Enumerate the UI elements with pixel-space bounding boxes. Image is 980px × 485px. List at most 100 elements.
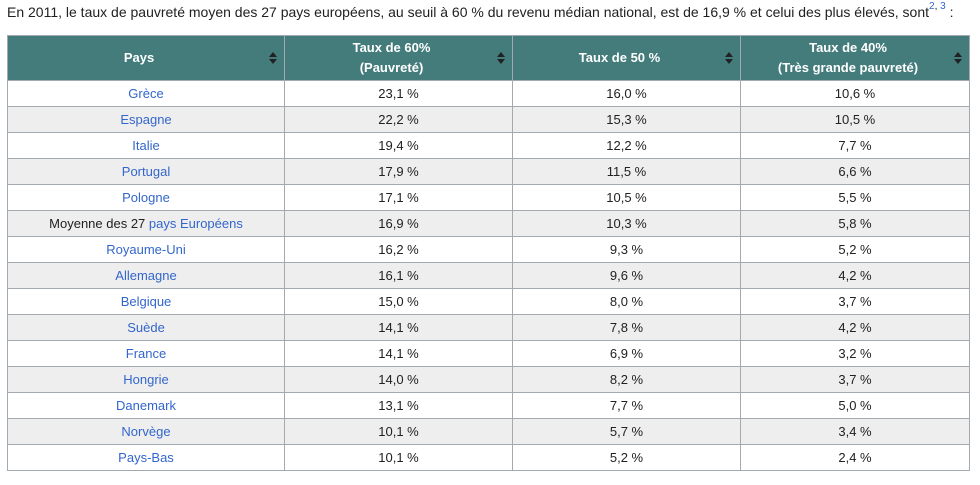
rate-50-cell: 9,3 % <box>512 236 741 263</box>
rate-40-cell: 5,0 % <box>740 392 970 419</box>
rate-40-cell: 7,7 % <box>740 132 970 159</box>
rate-50-cell: 11,5 % <box>512 158 741 185</box>
table-header-row: Pays Taux de 60% (Pauvreté) Taux de 50 %… <box>7 35 970 81</box>
column-header-pays[interactable]: Pays <box>7 35 285 81</box>
country-link[interactable]: Pologne <box>122 190 170 205</box>
table-row: Moyenne des 27 pays Européens 16,9 % 10,… <box>7 210 970 237</box>
rate-40-cell: 5,2 % <box>740 236 970 263</box>
country-link[interactable]: pays Européens <box>148 216 243 231</box>
country-cell: Hongrie <box>7 366 285 393</box>
table-row: Pays-Bas 10,1 % 5,2 % 2,4 % <box>7 444 970 471</box>
sort-arrows-icon[interactable] <box>497 52 505 64</box>
sort-arrows-icon[interactable] <box>269 52 277 64</box>
rate-40-cell: 4,2 % <box>740 314 970 341</box>
table-row: France 14,1 % 6,9 % 3,2 % <box>7 340 970 367</box>
rate-50-cell: 5,7 % <box>512 418 741 445</box>
country-link[interactable]: France <box>125 346 167 361</box>
country-link[interactable]: Royaume-Uni <box>106 242 186 257</box>
rate-50-cell: 8,0 % <box>512 288 741 315</box>
poverty-rate-table: Pays Taux de 60% (Pauvreté) Taux de 50 %… <box>7 35 970 471</box>
rate-50-cell: 8,2 % <box>512 366 741 393</box>
column-header-taux-40[interactable]: Taux de 40% (Très grande pauvreté) <box>740 35 970 81</box>
rate-50-cell: 10,5 % <box>512 184 741 211</box>
reference-link-3[interactable]: 3 <box>940 1 946 13</box>
country-cell: Espagne <box>7 106 285 133</box>
country-link[interactable]: Hongrie <box>123 372 169 387</box>
rate-60-cell: 15,0 % <box>284 288 513 315</box>
rate-40-cell: 6,6 % <box>740 158 970 185</box>
rate-40-cell: 3,7 % <box>740 366 970 393</box>
country-cell: Royaume-Uni <box>7 236 285 263</box>
country-cell: Suède <box>7 314 285 341</box>
rate-50-cell: 9,6 % <box>512 262 741 289</box>
rate-60-cell: 22,2 % <box>284 106 513 133</box>
country-cell: Norvège <box>7 418 285 445</box>
country-cell: Danemark <box>7 392 285 419</box>
intro-paragraph: En 2011, le taux de pauvreté moyen des 2… <box>7 1 953 21</box>
column-header-sublabel: (Très grande pauvreté) <box>777 60 919 75</box>
column-header-label: Taux de 40% <box>809 40 887 55</box>
rate-50-cell: 15,3 % <box>512 106 741 133</box>
rate-60-cell: 23,1 % <box>284 80 513 107</box>
table-row: Belgique 15,0 % 8,0 % 3,7 % <box>7 288 970 315</box>
intro-text: En 2011, le taux de pauvreté moyen des 2… <box>7 4 930 20</box>
country-cell: France <box>7 340 285 367</box>
rate-40-cell: 3,7 % <box>740 288 970 315</box>
rate-60-cell: 16,9 % <box>284 210 513 237</box>
column-header-taux-50[interactable]: Taux de 50 % <box>512 35 741 81</box>
table-row: Italie 19,4 % 12,2 % 7,7 % <box>7 132 970 159</box>
country-text: Moyenne des 27 <box>49 216 149 231</box>
table-row: Norvège 10,1 % 5,7 % 3,4 % <box>7 418 970 445</box>
country-cell: Pays-Bas <box>7 444 285 471</box>
rate-60-cell: 10,1 % <box>284 418 513 445</box>
country-link[interactable]: Suède <box>127 320 165 335</box>
reference-superscript: 2, 3 <box>929 1 946 12</box>
column-header-sublabel: (Pauvreté) <box>359 60 424 75</box>
rate-50-cell: 12,2 % <box>512 132 741 159</box>
country-cell: Portugal <box>7 158 285 185</box>
rate-40-cell: 3,4 % <box>740 418 970 445</box>
country-link[interactable]: Espagne <box>120 112 172 127</box>
column-header-label: Taux de 60% <box>352 40 431 55</box>
country-link[interactable]: Belgique <box>120 294 172 309</box>
sort-arrows-icon[interactable] <box>725 52 733 64</box>
rate-60-cell: 10,1 % <box>284 444 513 471</box>
country-cell: Moyenne des 27 pays Européens <box>7 210 285 237</box>
column-header-label: Pays <box>123 50 155 65</box>
country-cell: Grèce <box>7 80 285 107</box>
rate-40-cell: 5,5 % <box>740 184 970 211</box>
rate-60-cell: 19,4 % <box>284 132 513 159</box>
rate-50-cell: 16,0 % <box>512 80 741 107</box>
country-cell: Italie <box>7 132 285 159</box>
country-link[interactable]: Portugal <box>121 164 171 179</box>
rate-60-cell: 14,1 % <box>284 314 513 341</box>
table-row: Grèce 23,1 % 16,0 % 10,6 % <box>7 80 970 107</box>
rate-40-cell: 3,2 % <box>740 340 970 367</box>
column-header-label: Taux de 50 % <box>578 50 661 65</box>
rate-60-cell: 14,0 % <box>284 366 513 393</box>
table-row: Pologne 17,1 % 10,5 % 5,5 % <box>7 184 970 211</box>
country-cell: Allemagne <box>7 262 285 289</box>
country-link[interactable]: Italie <box>132 138 160 153</box>
country-link[interactable]: Norvège <box>121 424 171 439</box>
country-cell: Belgique <box>7 288 285 315</box>
column-header-taux-60[interactable]: Taux de 60% (Pauvreté) <box>284 35 513 81</box>
country-link[interactable]: Allemagne <box>115 268 177 283</box>
rate-50-cell: 5,2 % <box>512 444 741 471</box>
rate-60-cell: 13,1 % <box>284 392 513 419</box>
table-row: Royaume-Uni 16,2 % 9,3 % 5,2 % <box>7 236 970 263</box>
reference-link-2[interactable]: 2 <box>929 1 935 13</box>
country-link[interactable]: Danemark <box>116 398 176 413</box>
rate-50-cell: 7,7 % <box>512 392 741 419</box>
rate-60-cell: 14,1 % <box>284 340 513 367</box>
table-row: Suède 14,1 % 7,8 % 4,2 % <box>7 314 970 341</box>
country-link[interactable]: Pays-Bas <box>118 450 174 465</box>
table-row: Allemagne 16,1 % 9,6 % 4,2 % <box>7 262 970 289</box>
rate-50-cell: 7,8 % <box>512 314 741 341</box>
rate-50-cell: 10,3 % <box>512 210 741 237</box>
sort-arrows-icon[interactable] <box>954 52 962 64</box>
country-cell: Pologne <box>7 184 285 211</box>
rate-60-cell: 16,1 % <box>284 262 513 289</box>
rate-60-cell: 17,9 % <box>284 158 513 185</box>
country-link[interactable]: Grèce <box>128 86 164 101</box>
